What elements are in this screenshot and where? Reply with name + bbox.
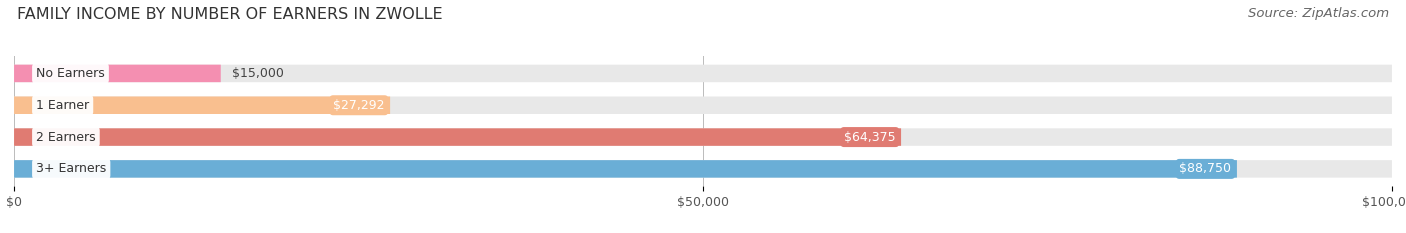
- FancyBboxPatch shape: [14, 65, 221, 82]
- FancyBboxPatch shape: [14, 128, 901, 146]
- FancyBboxPatch shape: [14, 65, 1392, 82]
- FancyBboxPatch shape: [14, 128, 1392, 146]
- Text: 3+ Earners: 3+ Earners: [37, 162, 107, 175]
- FancyBboxPatch shape: [14, 160, 1392, 178]
- Text: $27,292: $27,292: [333, 99, 385, 112]
- Text: 1 Earner: 1 Earner: [37, 99, 89, 112]
- FancyBboxPatch shape: [14, 96, 389, 114]
- Text: $88,750: $88,750: [1180, 162, 1232, 175]
- Text: 2 Earners: 2 Earners: [37, 130, 96, 144]
- Text: $64,375: $64,375: [844, 130, 896, 144]
- Text: $15,000: $15,000: [232, 67, 284, 80]
- Text: Source: ZipAtlas.com: Source: ZipAtlas.com: [1249, 7, 1389, 20]
- Text: FAMILY INCOME BY NUMBER OF EARNERS IN ZWOLLE: FAMILY INCOME BY NUMBER OF EARNERS IN ZW…: [17, 7, 443, 22]
- Text: No Earners: No Earners: [37, 67, 105, 80]
- FancyBboxPatch shape: [14, 160, 1237, 178]
- FancyBboxPatch shape: [14, 96, 1392, 114]
